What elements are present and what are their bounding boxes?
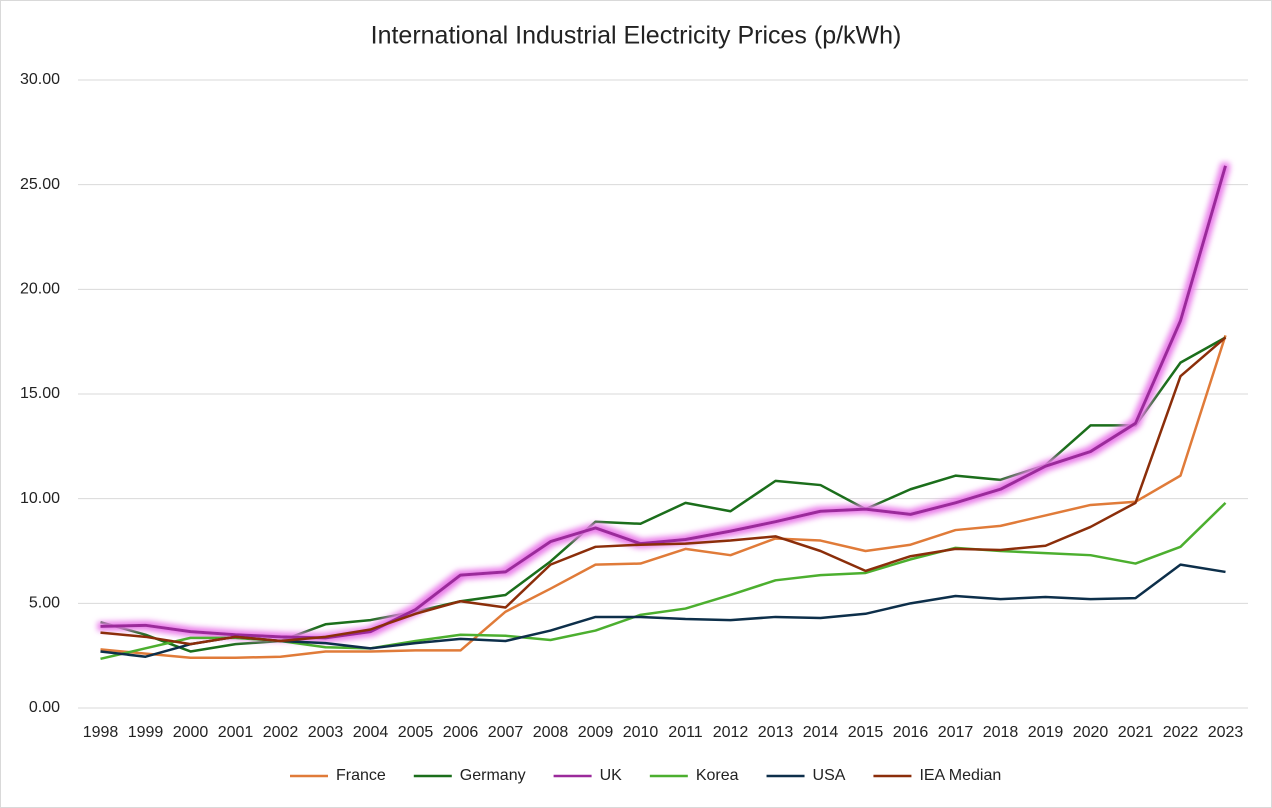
y-tick-label: 5.00 bbox=[29, 595, 60, 612]
x-tick-label: 2009 bbox=[578, 724, 614, 741]
x-tick-label: 2015 bbox=[848, 724, 884, 741]
x-tick-label: 2022 bbox=[1163, 724, 1199, 741]
x-tick-label: 2012 bbox=[713, 724, 749, 741]
legend-label: UK bbox=[600, 767, 623, 784]
x-tick-label: 2014 bbox=[803, 724, 839, 741]
legend-label: IEA Median bbox=[919, 767, 1001, 784]
y-tick-label: 10.00 bbox=[20, 490, 60, 507]
series-line bbox=[100, 335, 1227, 660]
x-tick-label: 1998 bbox=[83, 724, 119, 741]
x-tick-label: 2002 bbox=[263, 724, 299, 741]
x-tick-label: 2020 bbox=[1073, 724, 1109, 741]
x-tick-label: 2016 bbox=[893, 724, 929, 741]
x-tick-label: 2010 bbox=[623, 724, 659, 741]
legend-label: USA bbox=[813, 767, 846, 784]
x-tick-label: 2008 bbox=[533, 724, 569, 741]
series-line bbox=[100, 336, 1227, 646]
legend-label: Germany bbox=[460, 767, 526, 784]
x-tick-label: 2013 bbox=[758, 724, 794, 741]
x-tick-label: 1999 bbox=[128, 724, 164, 741]
y-tick-label: 15.00 bbox=[20, 385, 60, 402]
legend-label: Korea bbox=[696, 767, 739, 784]
y-tick-label: 0.00 bbox=[29, 699, 60, 716]
y-tick-label: 20.00 bbox=[20, 281, 60, 298]
x-tick-label: 2001 bbox=[218, 724, 254, 741]
x-tick-label: 2003 bbox=[308, 724, 344, 741]
x-tick-label: 2021 bbox=[1118, 724, 1154, 741]
legend-label: France bbox=[336, 767, 386, 784]
x-tick-label: 2017 bbox=[938, 724, 974, 741]
series-line bbox=[100, 165, 1227, 640]
x-tick-label: 2018 bbox=[983, 724, 1019, 741]
x-tick-label: 2011 bbox=[668, 724, 703, 741]
x-tick-label: 2005 bbox=[398, 724, 434, 741]
y-tick-label: 25.00 bbox=[20, 176, 60, 193]
x-tick-label: 2000 bbox=[173, 724, 209, 741]
chart-title: International Industrial Electricity Pri… bbox=[371, 22, 902, 50]
x-tick-label: 2007 bbox=[488, 724, 524, 741]
x-tick-label: 2006 bbox=[443, 724, 479, 741]
x-tick-label: 2023 bbox=[1208, 724, 1244, 741]
y-tick-label: 30.00 bbox=[20, 71, 60, 88]
x-tick-label: 2019 bbox=[1028, 724, 1064, 741]
x-tick-label: 2004 bbox=[353, 724, 389, 741]
